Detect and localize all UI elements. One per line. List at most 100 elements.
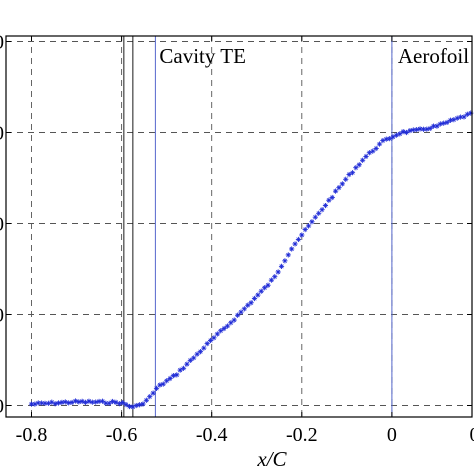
data-point <box>444 119 450 126</box>
data-point <box>373 145 379 152</box>
data-point <box>167 375 173 382</box>
y-tick-labels: 0 0 0 0 0 <box>0 32 4 418</box>
data-point <box>353 165 359 171</box>
x-tick-label: -0.4 <box>196 424 228 446</box>
data-point <box>79 398 85 404</box>
data-point <box>191 355 197 361</box>
data-point <box>251 295 258 302</box>
data-point <box>397 131 403 137</box>
data-point <box>302 226 308 233</box>
x-axis-label: x/C <box>256 447 287 471</box>
data-point <box>363 153 369 160</box>
annotation-aerofoil-te: Aerofoil TE <box>398 44 474 68</box>
y-tick-label: 0 <box>0 396 4 418</box>
data-point <box>96 398 102 405</box>
data-point <box>194 351 200 357</box>
x-tick-label: -0.6 <box>106 424 138 446</box>
data-point <box>218 328 224 334</box>
data-point <box>204 341 210 347</box>
data-point <box>211 335 217 341</box>
data-point <box>184 361 190 367</box>
data-point <box>461 114 467 120</box>
vertical-marker-lines <box>123 36 393 417</box>
data-point <box>248 300 254 306</box>
data-series <box>28 110 474 410</box>
data-point <box>147 394 153 400</box>
data-point <box>339 181 345 187</box>
data-point <box>343 176 349 182</box>
data-point <box>187 357 193 363</box>
data-point <box>305 223 312 229</box>
y-tick-label: 0 <box>0 305 4 327</box>
data-point <box>299 232 305 238</box>
data-point <box>255 292 261 298</box>
data-point <box>201 345 207 351</box>
data-point <box>309 219 315 225</box>
data-point <box>99 398 106 404</box>
data-point <box>153 385 160 391</box>
annotation-cavity-te: Cavity TE <box>159 44 246 68</box>
x-tick-label: 0 <box>387 424 397 446</box>
data-point <box>235 312 241 318</box>
data-point <box>282 258 288 264</box>
data-point <box>417 126 423 132</box>
y-tick-label: 0 <box>0 32 4 54</box>
data-point <box>180 365 187 371</box>
data-point <box>262 285 268 291</box>
data-point <box>316 210 322 216</box>
data-point <box>62 399 68 405</box>
data-point <box>268 277 274 283</box>
data-point <box>414 126 420 133</box>
data-point <box>407 128 413 134</box>
data-point <box>265 282 271 288</box>
data-point <box>275 269 281 275</box>
data-point <box>454 115 460 121</box>
data-point <box>437 121 443 127</box>
data-point <box>278 263 285 269</box>
data-point <box>360 157 366 163</box>
data-point <box>120 399 126 406</box>
data-point <box>228 320 234 326</box>
y-tick-label: 0 <box>0 123 4 145</box>
data-point <box>434 123 440 129</box>
data-point <box>157 382 163 388</box>
data-point <box>370 148 376 154</box>
data-point <box>93 399 99 405</box>
axes-frame <box>5 35 473 418</box>
data-point <box>447 117 454 123</box>
data-point <box>356 162 362 168</box>
data-point <box>272 274 278 280</box>
data-point <box>383 136 389 142</box>
data-point <box>214 331 220 337</box>
data-point <box>109 398 116 405</box>
data-point <box>143 397 149 403</box>
data-point <box>319 207 325 213</box>
data-point <box>39 400 45 406</box>
data-point <box>326 197 332 203</box>
data-point <box>329 194 335 201</box>
y-tick-label: 0 <box>0 214 4 236</box>
data-point <box>103 400 109 406</box>
data-point <box>174 372 180 378</box>
data-point <box>430 123 437 129</box>
data-point <box>72 398 79 404</box>
data-point <box>322 202 329 209</box>
data-point <box>197 349 204 355</box>
data-point <box>231 317 237 323</box>
data-point <box>424 126 430 132</box>
data-point <box>295 236 302 243</box>
data-point <box>86 398 92 404</box>
data-point <box>164 378 170 384</box>
data-point <box>55 400 62 406</box>
data-point <box>170 373 177 379</box>
x-tick-label: 0.2 <box>470 424 474 446</box>
data-point <box>289 246 295 252</box>
data-point <box>427 125 433 132</box>
data-point <box>400 129 406 135</box>
data-point <box>133 402 139 409</box>
axes-box <box>5 35 473 418</box>
data-point <box>140 401 146 407</box>
data-point <box>245 302 251 308</box>
x-tick-label: -0.8 <box>16 424 48 446</box>
